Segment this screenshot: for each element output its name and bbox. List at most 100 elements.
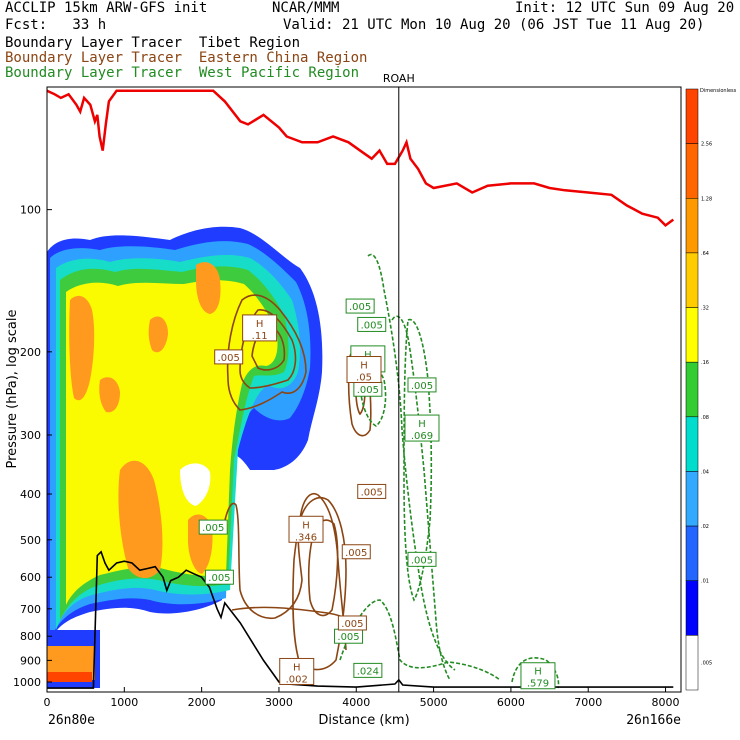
contour-label-box bbox=[198, 519, 228, 535]
colorbar-segment bbox=[685, 580, 699, 636]
field-blob-orange-e bbox=[99, 377, 120, 413]
contour-label-box bbox=[345, 298, 375, 314]
contour-labels: .005 .005 .005 .005 .005 .005 .005 .005 .024 .005… bbox=[198, 298, 556, 690]
maximum-h-symbol: H bbox=[418, 419, 426, 430]
maximum-box bbox=[404, 414, 440, 442]
colorbar-level-label: .32 bbox=[701, 306, 709, 312]
end-location-label: 26n166e bbox=[626, 713, 681, 728]
colorbar-segment bbox=[685, 635, 699, 691]
maximum-marker: H.579 bbox=[520, 662, 556, 690]
contour-label-text: .005 bbox=[361, 320, 383, 331]
contour-label-text: .005 bbox=[345, 548, 367, 559]
contour-label: .024 bbox=[353, 662, 383, 678]
colorbar-level-label: .64 bbox=[701, 251, 709, 257]
ec-contour-lower-inner bbox=[307, 519, 339, 617]
colorbar-level-label: 2.56 bbox=[701, 142, 712, 148]
maximum-marker: H.05 bbox=[346, 356, 382, 384]
maximum-marker: H.069 bbox=[404, 414, 440, 442]
maximum-value: .579 bbox=[527, 679, 549, 690]
maximum-value: .069 bbox=[411, 431, 433, 442]
colorbar-segment bbox=[685, 88, 699, 144]
plot-frame bbox=[46, 86, 682, 693]
y-tick-label: 300 bbox=[20, 429, 41, 442]
colorbar-segment bbox=[685, 307, 699, 363]
contour-label: .005 bbox=[353, 381, 383, 397]
contour-label-text: .005 bbox=[349, 302, 371, 313]
maximum-value: .11 bbox=[252, 331, 268, 342]
contour-label: .005 bbox=[345, 298, 375, 314]
maximum-h-symbol: H bbox=[293, 662, 301, 673]
contour-label: .005 bbox=[337, 615, 367, 631]
x-tick-label: 8000 bbox=[652, 696, 680, 709]
wp-contour-column-inner bbox=[391, 315, 451, 681]
colorbar-level-label: .005 bbox=[701, 661, 712, 667]
maximum-value: .05 bbox=[356, 373, 372, 384]
y-tick-label: 700 bbox=[20, 603, 41, 616]
field-blob-orange-f bbox=[148, 316, 168, 353]
terrain-line bbox=[47, 550, 674, 689]
contour-label-text: .005 bbox=[202, 523, 224, 534]
contour-label-text: .005 bbox=[218, 353, 240, 364]
x-tick-label: 0 bbox=[44, 696, 51, 709]
maximum-box bbox=[346, 356, 382, 384]
colorbar-segment bbox=[685, 143, 699, 199]
model-title: ACCLIP 15km ARW-GFS init bbox=[5, 0, 208, 16]
colorbar-segment bbox=[685, 252, 699, 308]
contour-label: .005 bbox=[214, 349, 244, 365]
colorbar-segment bbox=[685, 361, 699, 418]
x-tick-label: 5000 bbox=[420, 696, 448, 709]
contour-label-text: .005 bbox=[208, 573, 230, 584]
y-tick-label: 600 bbox=[20, 571, 41, 584]
x-axis-label: Distance (km) bbox=[318, 713, 409, 728]
colorbar: Dimensionless 2.56 1.28 .64 .32 .16 .08 .04 .02.… bbox=[685, 88, 737, 691]
contour-label: .005 bbox=[334, 628, 364, 644]
contour-label-box bbox=[341, 544, 371, 560]
maximum-box bbox=[279, 657, 315, 685]
field-blob-orange-a bbox=[69, 295, 95, 401]
wp-contour-column-outer bbox=[367, 253, 456, 671]
y-tick-label: 400 bbox=[20, 488, 41, 501]
tracer-concentration-field bbox=[47, 226, 323, 688]
x-tick-label: 1000 bbox=[110, 696, 138, 709]
field-bottom-left-orange bbox=[47, 646, 95, 680]
contour-label-box bbox=[214, 349, 244, 365]
colorbar-segment bbox=[685, 525, 699, 581]
contour-label-text: .005 bbox=[337, 632, 359, 643]
colorbar-level-label: 1.28 bbox=[701, 196, 712, 202]
contour-label: .005 bbox=[198, 519, 228, 535]
x-tick-label: 6000 bbox=[497, 696, 525, 709]
maximum-h-symbol: H bbox=[302, 520, 310, 531]
org-label: NCAR/MMM bbox=[272, 0, 340, 16]
roah-marker-label: ROAH bbox=[383, 72, 415, 85]
maximum-h-symbol: H bbox=[360, 361, 368, 372]
legend-eastern-china: Boundary Layer Tracer Eastern China Regi… bbox=[5, 50, 368, 66]
contour-label-box bbox=[204, 569, 234, 585]
maximum-h-symbol: H bbox=[534, 667, 542, 678]
west-pacific-contours bbox=[339, 253, 560, 689]
wp-contour-small bbox=[359, 367, 387, 427]
y-axis: 100 200 300 400 500 600 700 800 900 1000 bbox=[13, 204, 52, 689]
contour-label-text: .005 bbox=[341, 619, 363, 630]
maximum-box bbox=[288, 515, 324, 543]
ec-contour-upper-outer bbox=[226, 294, 307, 411]
maximum-h-symbol: H bbox=[256, 319, 264, 330]
x-tick-label: 2000 bbox=[188, 696, 216, 709]
x-tick-label: 7000 bbox=[574, 696, 602, 709]
start-location-label: 26n80e bbox=[48, 713, 95, 728]
x-tick-label: 3000 bbox=[265, 696, 293, 709]
init-time: Init: 12 UTC Sun 09 Aug 20 bbox=[515, 0, 735, 16]
maximum-marker: H.11 bbox=[242, 314, 278, 342]
maximum-value: .346 bbox=[295, 532, 317, 543]
wp-contour-lower bbox=[339, 599, 501, 681]
y-tick-label: 500 bbox=[20, 534, 41, 547]
field-gap-white bbox=[180, 463, 211, 506]
colorbar-level-label: .16 bbox=[701, 360, 709, 366]
contour-label-text: .024 bbox=[357, 666, 379, 677]
colorbar-level-label: .04 bbox=[701, 469, 709, 475]
colorbar-level-label: .02 bbox=[701, 524, 709, 530]
contour-label-box bbox=[407, 377, 437, 393]
contour-label: .005 bbox=[204, 569, 234, 585]
contour-label-text: .005 bbox=[411, 555, 433, 566]
contour-label: .005 bbox=[341, 544, 371, 560]
